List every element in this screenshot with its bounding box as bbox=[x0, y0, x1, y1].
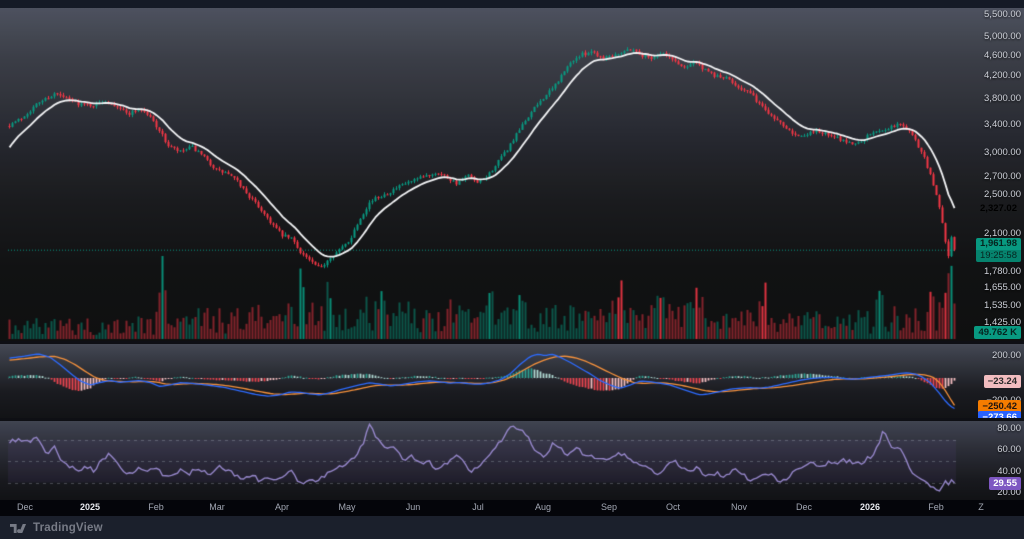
time-axis-label: Nov bbox=[730, 502, 748, 512]
time-axis-label: 2025 bbox=[79, 502, 101, 512]
price-scale[interactable] bbox=[958, 0, 1024, 500]
time-axis-label: May bbox=[338, 502, 356, 512]
time-axis-label: Aug bbox=[534, 502, 552, 512]
time-axis[interactable]: Dec 2025 Feb Mar Apr May Jun Jul Aug Sep Oct Nov Dec… bbox=[0, 500, 1024, 516]
time-axis-label: Feb bbox=[928, 502, 944, 512]
brand-name[interactable]: TradingView bbox=[33, 521, 103, 534]
footer: TradingView bbox=[0, 516, 1024, 539]
time-axis-label: Jul bbox=[472, 502, 484, 512]
tradingview-logo-icon[interactable] bbox=[10, 523, 27, 533]
time-axis-label: Dec bbox=[795, 502, 813, 512]
price-pane[interactable]: 5,500.00 5,000.00 4,600.00 4,200.00 3,800.00… bbox=[0, 8, 1024, 341]
time-axis-label: Dec bbox=[16, 502, 34, 512]
time-axis-label: 2026 bbox=[859, 502, 881, 512]
top-margin bbox=[0, 0, 1024, 8]
macd-pane[interactable]: 200.00−200.00 −23.24 −250.42 −273.66 bbox=[0, 344, 1024, 418]
time-axis-label: Jun bbox=[405, 502, 421, 512]
time-axis-label: Oct bbox=[665, 502, 681, 512]
rsi-pane[interactable]: 80.00 60.00 40.00 20.00 29.55 bbox=[0, 421, 1024, 500]
time-axis-label: Z bbox=[978, 502, 984, 512]
time-axis-label: Feb bbox=[148, 502, 164, 512]
time-axis-label: Sep bbox=[600, 502, 618, 512]
time-axis-label: Mar bbox=[209, 502, 225, 512]
time-axis-label: Apr bbox=[274, 502, 290, 512]
